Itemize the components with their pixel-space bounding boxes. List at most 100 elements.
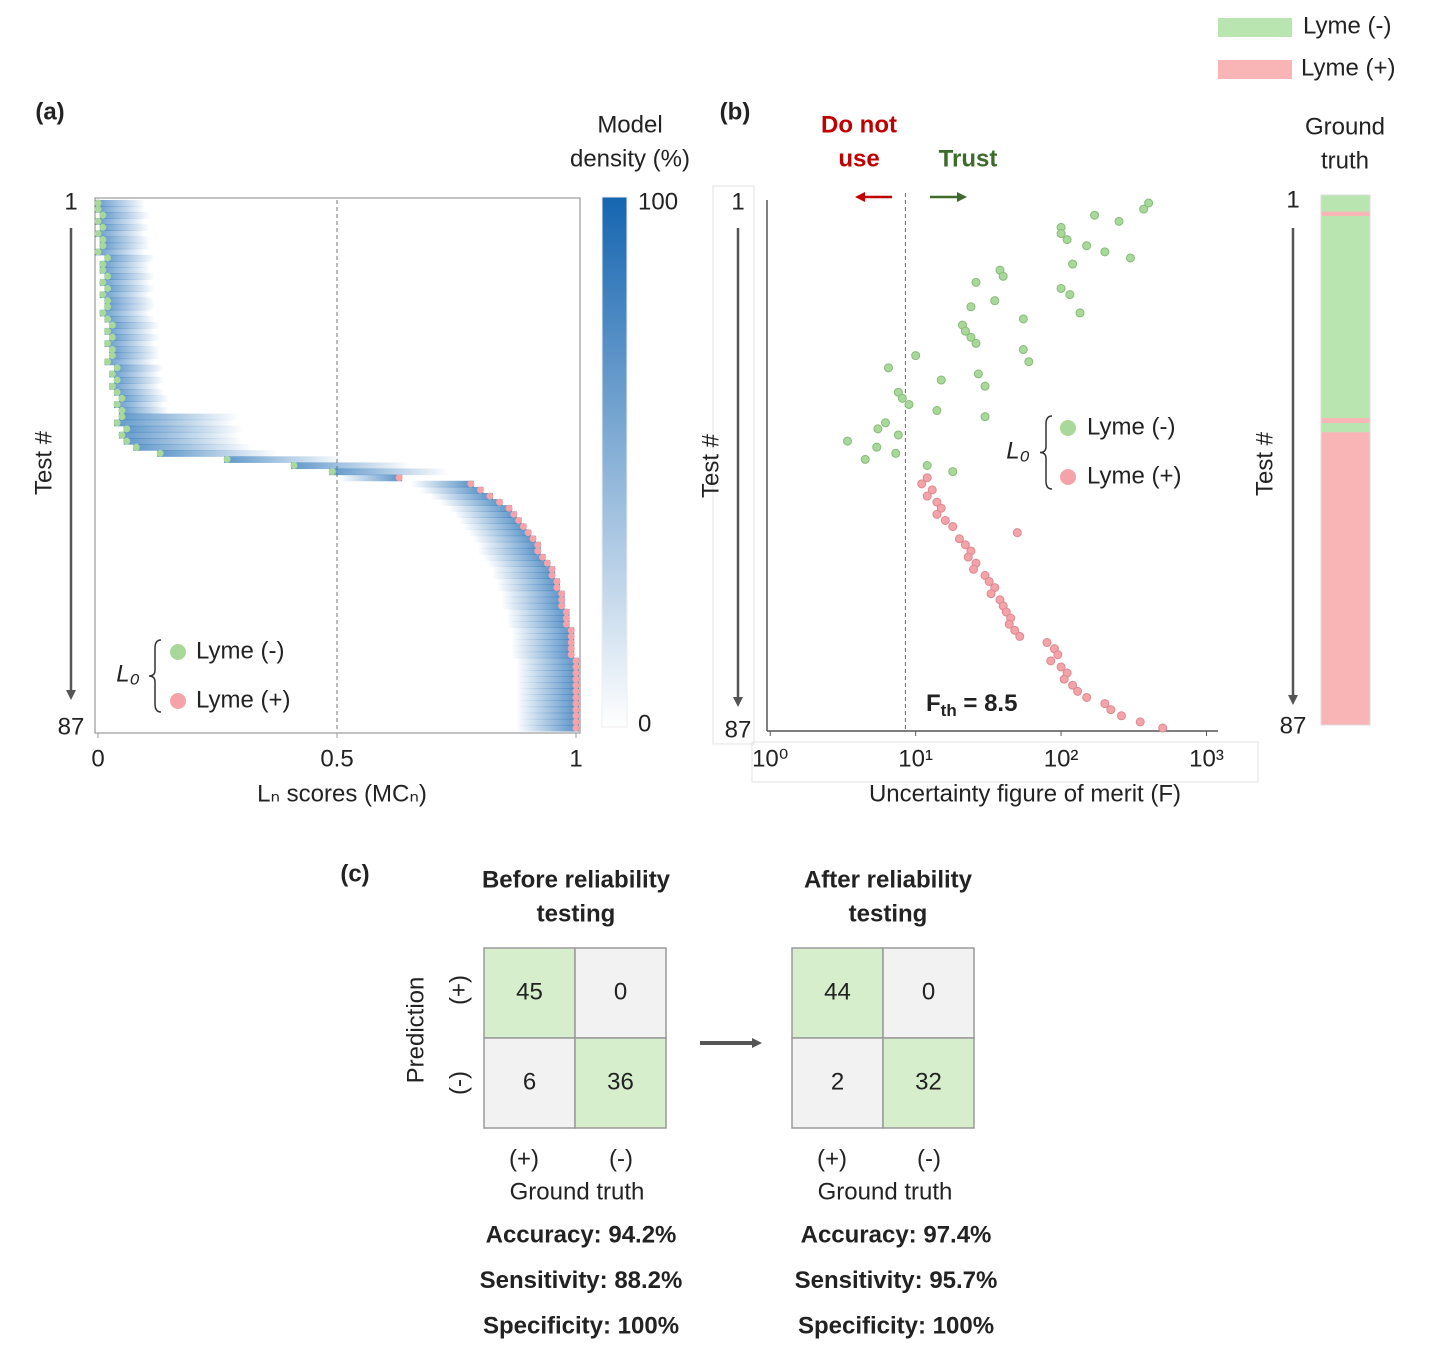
metric: Accuracy: 97.4% <box>801 1221 992 1248</box>
density-cell <box>506 615 570 622</box>
density-cell <box>516 676 579 683</box>
density-cell <box>339 474 403 482</box>
data-point <box>467 480 475 488</box>
density-cell <box>516 718 579 726</box>
density-cell <box>477 541 541 549</box>
density-cell <box>104 273 155 280</box>
x-tick-label: 10⁰ <box>752 745 788 772</box>
density-cell <box>410 480 474 488</box>
density-cell <box>95 199 145 207</box>
col-label: (+) <box>817 1145 847 1172</box>
data-point <box>1018 314 1028 324</box>
density-cell <box>99 291 150 299</box>
data-point <box>553 577 561 585</box>
title-line: density (%) <box>570 145 690 172</box>
density-cell <box>99 279 150 286</box>
density-cell <box>506 621 570 628</box>
density-cell <box>516 670 579 677</box>
axis-frame <box>751 741 1259 783</box>
density-cell <box>511 645 575 653</box>
data-point <box>572 657 580 665</box>
density-cell <box>516 706 579 714</box>
data-point <box>980 412 990 422</box>
data-point <box>113 388 121 396</box>
title-line: Model <box>597 111 662 138</box>
data-point <box>223 455 231 463</box>
data-point <box>860 454 870 464</box>
y-tick-label: 1 <box>64 188 77 215</box>
density-cell <box>114 389 165 396</box>
legend-label: Lyme (-) <box>1303 12 1391 39</box>
data-point <box>395 474 403 482</box>
data-point <box>911 351 921 361</box>
truth-segment <box>1321 418 1370 424</box>
density-cell <box>458 517 522 524</box>
colorbar-tick-label: 0 <box>638 710 651 737</box>
data-point <box>94 205 102 213</box>
matrix-cell <box>574 947 667 1039</box>
data-point <box>524 529 532 537</box>
data-point <box>940 515 950 525</box>
data-point <box>113 376 121 384</box>
density-cell <box>511 633 575 640</box>
legend-brace <box>148 639 162 713</box>
data-point <box>572 681 580 689</box>
density-cell <box>492 566 556 573</box>
data-point <box>567 632 575 640</box>
data-point <box>94 248 102 256</box>
x-axis-label: Lₙ scores (MCₙ) <box>257 780 427 807</box>
density-cell <box>95 230 145 238</box>
data-point <box>108 321 116 329</box>
x-tick-label: 10¹ <box>898 745 933 772</box>
density-cell <box>114 419 235 427</box>
data-point <box>966 332 976 342</box>
data-point <box>1073 686 1083 696</box>
panel-label: (a) <box>35 98 64 125</box>
y-tick-label: 87 <box>725 716 752 743</box>
strip-frame <box>1320 194 1371 726</box>
legend-label: Lyme (-) <box>1087 413 1175 440</box>
metric: Accuracy: 94.2% <box>486 1221 677 1248</box>
data-point <box>1042 638 1052 648</box>
metric: Specificity: 100% <box>798 1312 994 1339</box>
density-cell <box>109 370 160 378</box>
title-line: Before reliability <box>482 866 671 893</box>
title-line: testing <box>849 900 928 927</box>
legend-title: L₀ <box>116 660 139 687</box>
density-cell <box>516 682 579 689</box>
data-point <box>123 437 131 445</box>
density-cell <box>501 596 565 604</box>
density-cell <box>95 206 145 213</box>
density-cell <box>429 492 493 500</box>
threshold-label-part: = 8.5 <box>957 690 1018 717</box>
data-point <box>496 498 504 506</box>
density-cell <box>99 224 150 231</box>
data-point <box>1056 283 1066 293</box>
title-line: Trust <box>939 145 998 172</box>
density-cell <box>157 450 278 457</box>
data-point <box>94 199 102 207</box>
data-point <box>1065 290 1075 300</box>
density-cell <box>109 346 160 354</box>
data-point <box>534 547 542 555</box>
density-cell <box>104 254 155 262</box>
density-cell <box>104 297 155 305</box>
data-point <box>948 522 958 532</box>
density-cell <box>109 322 160 329</box>
density-cell <box>123 438 244 445</box>
density-cell <box>104 315 155 323</box>
density-cell <box>104 303 155 311</box>
density-cell <box>506 608 570 616</box>
data-point <box>1062 235 1072 245</box>
density-cell <box>104 340 155 347</box>
data-point <box>1144 198 1154 208</box>
data-point <box>990 296 1000 306</box>
data-point <box>567 651 575 659</box>
y-axis-label: Test # <box>1251 431 1278 496</box>
data-point <box>548 565 556 573</box>
density-cell <box>95 248 145 256</box>
col-label: (-) <box>609 1145 633 1172</box>
cell-value: 36 <box>607 1068 634 1095</box>
data-point <box>1024 357 1034 367</box>
data-point <box>954 534 964 544</box>
